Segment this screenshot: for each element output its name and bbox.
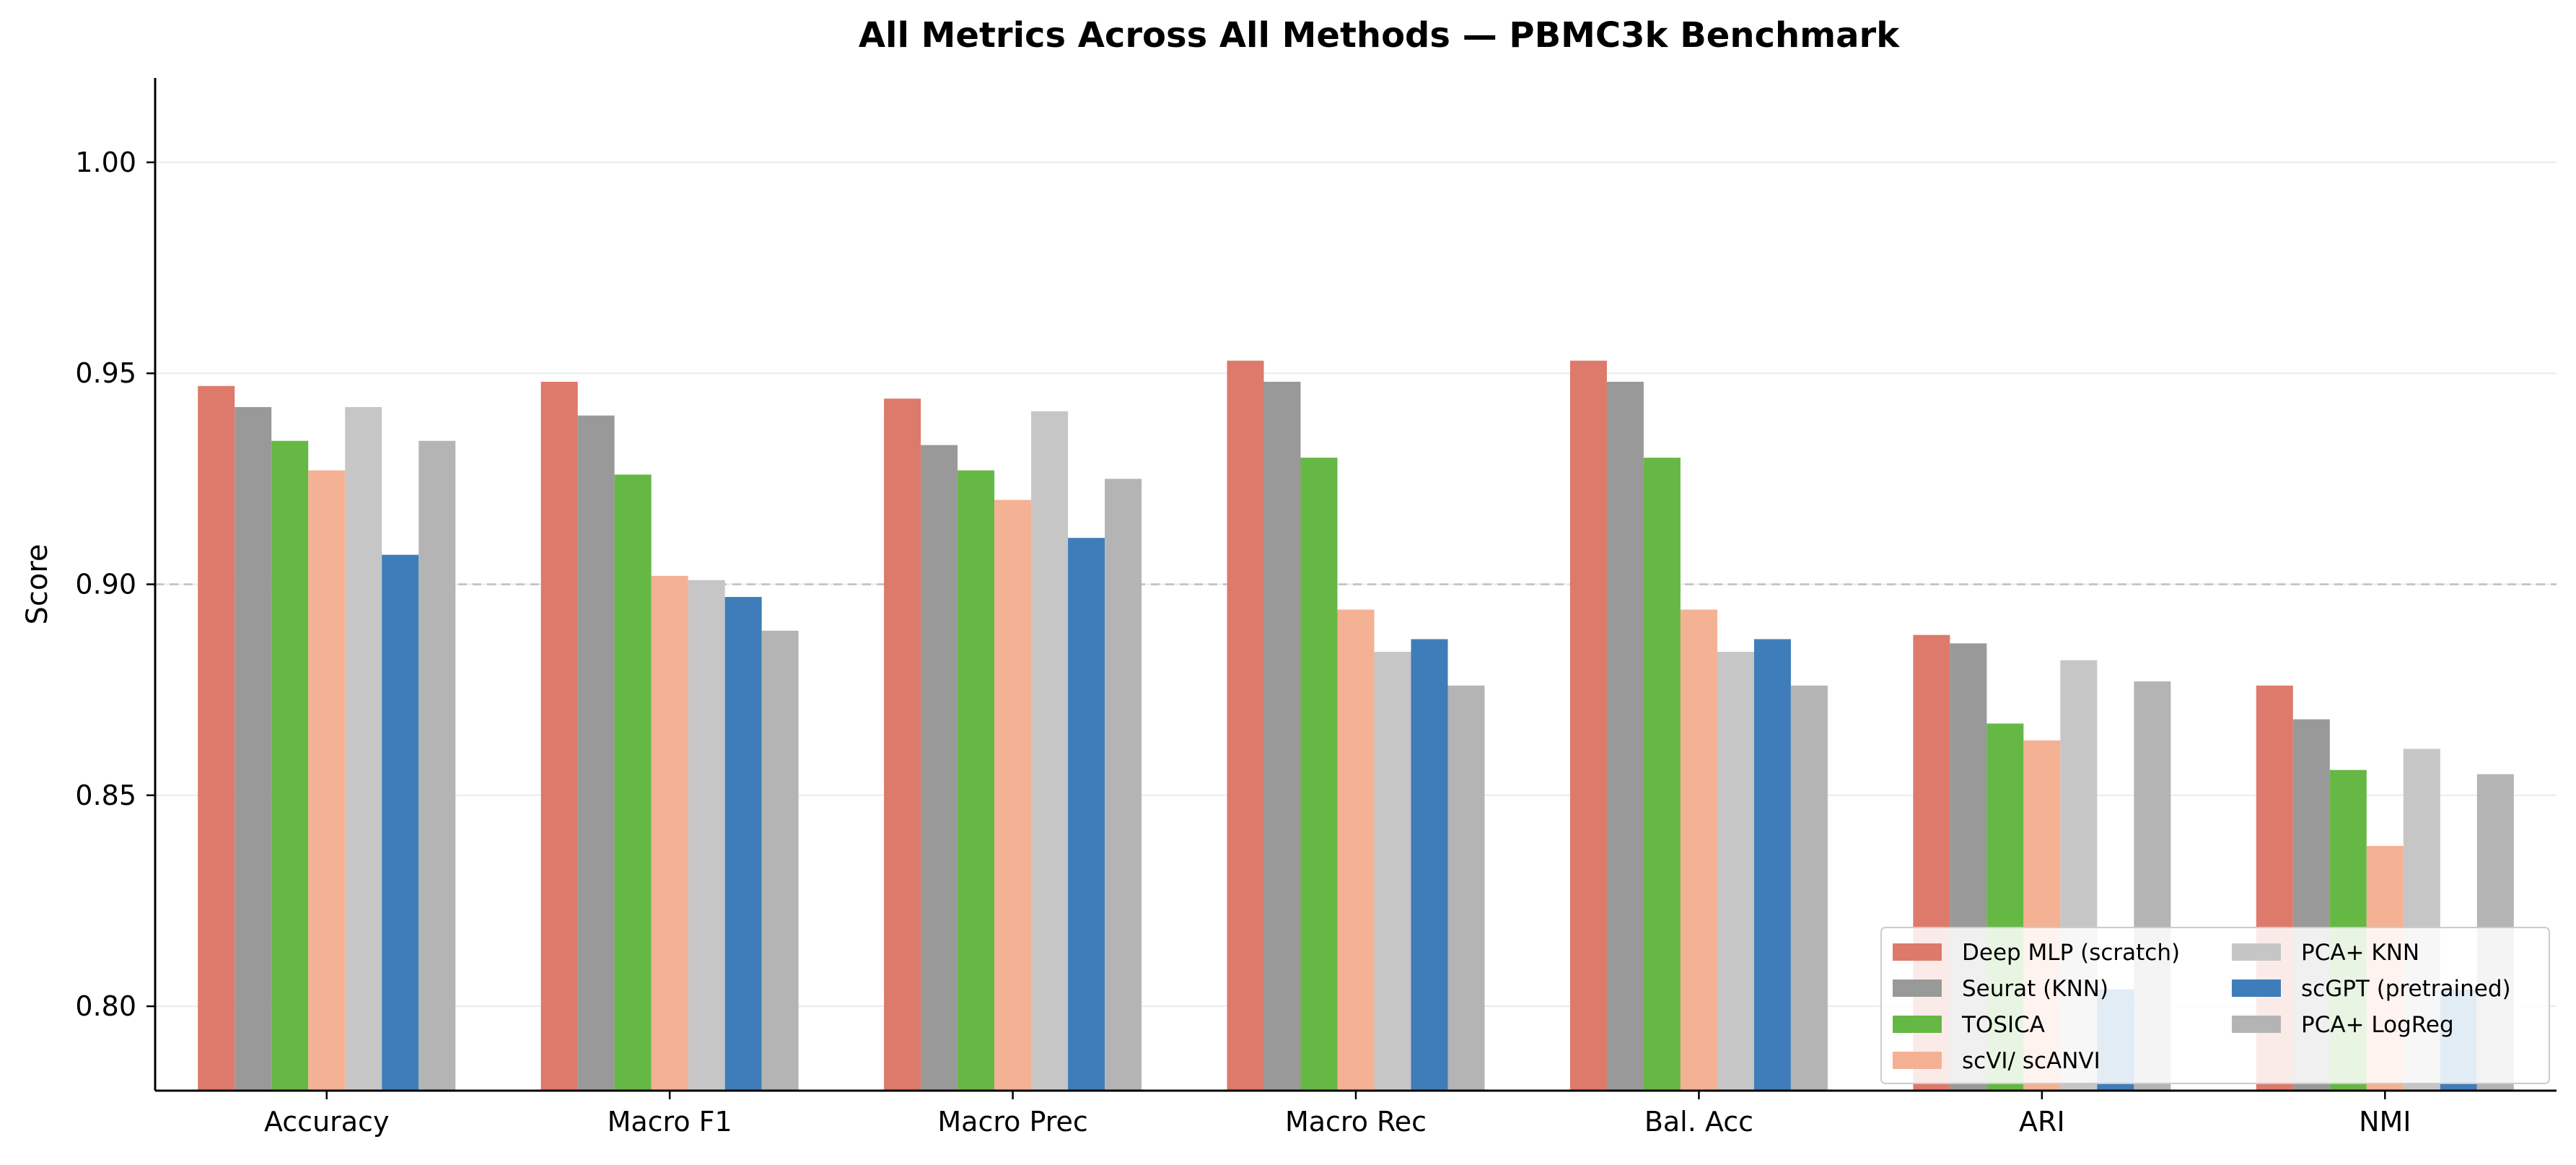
legend-swatch	[2232, 1016, 2281, 1033]
legend-swatch	[2232, 979, 2281, 997]
legend-label: scVI/ scANVI	[1962, 1048, 2100, 1074]
bar: PCA+ KNN — Macro F1: 0.901	[688, 580, 725, 1091]
bar: PCA+ KNN — Accuracy: 0.942	[345, 406, 382, 1091]
bar: Seurat (KNN) — Macro F1: 0.94	[577, 415, 615, 1091]
bar: TOSICA — Macro Rec: 0.93	[1300, 458, 1338, 1091]
bar: PCA+ KNN — Bal. Acc: 0.884	[1717, 652, 1754, 1091]
legend-swatch	[1893, 1052, 1942, 1069]
x-tick-label: Macro Rec	[1285, 1106, 1427, 1138]
legend-label: TOSICA	[1961, 1012, 2045, 1038]
x-tick-label: NMI	[2359, 1106, 2411, 1138]
bar: PCA+ LogReg — Macro F1: 0.889	[761, 630, 799, 1091]
bar: scGPT (pretrained) — Accuracy: 0.907	[382, 554, 419, 1091]
bar: scGPT (pretrained) — Macro Rec: 0.887	[1411, 639, 1448, 1091]
bar: Deep MLP (scratch) — Macro Prec: 0.944	[884, 398, 921, 1091]
bar: TOSICA — Macro Prec: 0.927	[958, 470, 995, 1091]
legend-label: scGPT (pretrained)	[2301, 976, 2511, 1002]
bar: PCA+ LogReg — Bal. Acc: 0.876	[1790, 685, 1828, 1091]
legend-box	[1880, 927, 2550, 1084]
y-tick-label: 1.00	[75, 147, 136, 178]
y-tick-label: 0.95	[75, 357, 136, 389]
y-tick-label: 0.80	[75, 990, 136, 1022]
bar: TOSICA — Accuracy: 0.934	[271, 440, 309, 1091]
x-tick-label: Bal. Acc	[1644, 1106, 1753, 1138]
y-tick-label: 0.90	[75, 569, 136, 601]
bar: Deep MLP (scratch) — Bal. Acc: 0.953	[1569, 360, 1607, 1091]
bar: PCA+ KNN — Macro Prec: 0.941	[1031, 411, 1069, 1091]
legend-label: Deep MLP (scratch)	[1962, 940, 2180, 966]
legend-swatch	[2232, 943, 2281, 961]
bar: scVI/ scANVI — Macro Rec: 0.894	[1337, 609, 1375, 1091]
bar: Seurat (KNN) — Macro Prec: 0.933	[921, 445, 958, 1091]
legend-label: PCA+ LogReg	[2301, 1012, 2454, 1038]
bar: scGPT (pretrained) — Bal. Acc: 0.887	[1753, 639, 1791, 1091]
legend-label: PCA+ KNN	[2301, 940, 2419, 966]
x-tick-label: Accuracy	[264, 1106, 390, 1138]
bar: Seurat (KNN) — Macro Rec: 0.948	[1263, 381, 1301, 1091]
legend-swatch	[1893, 1016, 1942, 1033]
bar: TOSICA — Bal. Acc: 0.93	[1643, 458, 1681, 1091]
x-tick-label: Macro F1	[608, 1106, 732, 1138]
bar: scVI/ scANVI — Accuracy: 0.927	[308, 470, 346, 1091]
legend-swatch	[1893, 979, 1942, 997]
bar: PCA+ LogReg — Macro Rec: 0.876	[1447, 685, 1485, 1091]
legend-swatch	[1893, 943, 1942, 961]
bar: scVI/ scANVI — Bal. Acc: 0.894	[1680, 609, 1717, 1091]
x-ticks: Accuracy Macro F1 Macro Prec Macro Rec Bal. …	[264, 1091, 2411, 1138]
bar: scGPT (pretrained) — Macro Prec: 0.911	[1068, 538, 1105, 1091]
chart-title: All Metrics Across All Methods — PBMC3k …	[859, 15, 1900, 56]
bar: Seurat (KNN) — Bal. Acc: 0.948	[1606, 381, 1644, 1091]
bar: Deep MLP (scratch) — Accuracy: 0.947	[198, 385, 235, 1091]
y-ticks: 0.80 0.85 0.90 0.95 1.00	[75, 147, 155, 1022]
bar: PCA+ KNN — Macro Rec: 0.884	[1374, 652, 1411, 1091]
legend: Deep MLP (scratch) Seurat (KNN) TOSICA scVI…	[1880, 927, 2550, 1084]
bar: scGPT (pretrained) — Macro F1: 0.897	[724, 597, 762, 1091]
bar: PCA+ LogReg — Accuracy: 0.934	[419, 440, 456, 1091]
x-tick-label: ARI	[2019, 1106, 2065, 1138]
bar: scVI/ scANVI — Macro F1: 0.902	[651, 575, 688, 1091]
y-axis-label: Score	[21, 544, 54, 624]
x-tick-label: Macro Prec	[937, 1106, 1087, 1138]
bar: Deep MLP (scratch) — Macro Rec: 0.953	[1227, 360, 1264, 1091]
bar: Seurat (KNN) — Accuracy: 0.942	[235, 406, 272, 1091]
bar: scVI/ scANVI — Macro Prec: 0.92	[994, 499, 1032, 1091]
bar: PCA+ LogReg — Macro Prec: 0.925	[1105, 479, 1142, 1091]
bar: Deep MLP (scratch) — Macro F1: 0.948	[540, 381, 578, 1091]
bar: TOSICA — Macro F1: 0.926	[614, 474, 652, 1091]
legend-label: Seurat (KNN)	[1962, 976, 2108, 1002]
y-tick-label: 0.85	[75, 780, 136, 811]
